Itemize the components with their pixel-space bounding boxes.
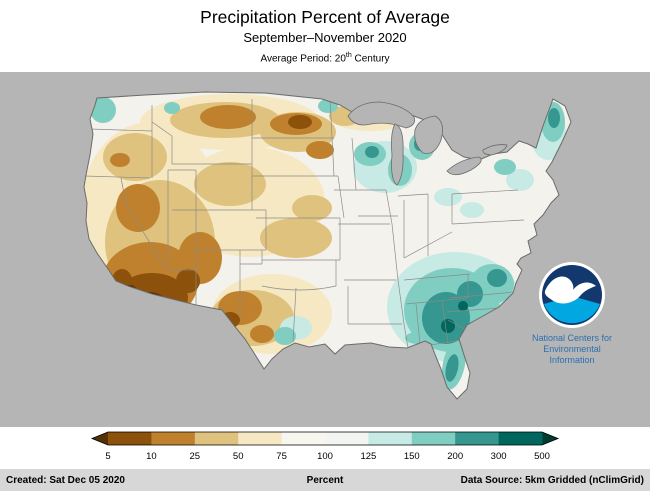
footer-bar: Created: Sat Dec 05 2020 Percent Data So… <box>0 469 650 491</box>
legend-tick-label: 150 <box>404 451 420 462</box>
anomaly-blob <box>365 146 379 158</box>
map-area: National Centers for Environmental Infor… <box>0 72 650 427</box>
legend: 5 10 25 50 75 100 125 150 200 300 500 <box>0 427 650 469</box>
noaa-org-name: National Centers for Environmental Infor… <box>532 333 612 365</box>
lake-superior <box>347 101 416 129</box>
lake-huron <box>414 115 443 154</box>
data-source: Data Source: 5km Gridded (nClimGrid) <box>460 474 644 486</box>
anomaly-blob <box>445 354 459 382</box>
subtitle-date-range: September–November 2020 <box>243 30 407 45</box>
lake-ontario <box>482 144 508 156</box>
us-precipitation-map: National Centers for Environmental Infor… <box>0 72 650 427</box>
legend-segment <box>194 432 239 445</box>
anomaly-blob <box>422 292 470 344</box>
anomaly-blob <box>200 105 256 129</box>
legend-colorbar: 5 10 25 50 75 100 125 150 200 300 500 <box>90 431 560 462</box>
legend-arrow-high <box>542 432 558 445</box>
anomaly-blob <box>458 301 468 311</box>
created-date: Created: Sat Dec 05 2020 <box>6 474 125 486</box>
legend-segment <box>411 432 456 445</box>
anomaly-blob <box>176 269 200 293</box>
anomaly-blob <box>548 108 560 128</box>
noaa-logo <box>539 262 605 328</box>
legend-segment <box>368 432 413 445</box>
legend-segment <box>455 432 500 445</box>
anomaly-blob <box>494 159 516 175</box>
legend-tick-label: 50 <box>233 451 244 462</box>
anomaly-blob <box>250 325 274 343</box>
legend-arrow-low <box>92 432 108 445</box>
anomaly-blob <box>460 202 484 218</box>
legend-segment <box>108 432 152 445</box>
legend-segment <box>281 432 326 445</box>
anomaly-blob <box>487 269 507 287</box>
legend-segment <box>151 432 196 445</box>
legend-tick-label: 300 <box>491 451 507 462</box>
noaa-org-line3: Information <box>549 355 594 365</box>
legend-outline <box>90 431 560 446</box>
legend-segment <box>238 432 283 445</box>
anomaly-blob <box>457 281 483 307</box>
precip-anomaly-blobs <box>84 94 566 390</box>
state-borders <box>84 98 525 349</box>
anomaly-blob <box>116 184 160 232</box>
map-header: Precipitation Percent of Average Septemb… <box>0 0 650 72</box>
legend-segment <box>325 432 369 445</box>
average-period: Average Period: 20th Century <box>0 49 650 65</box>
noaa-org-line2: Environmental <box>543 344 601 354</box>
legend-tick-label: 75 <box>276 451 287 462</box>
legend-tick-label: 25 <box>190 451 201 462</box>
legend-tick-label: 5 <box>105 451 110 462</box>
anomaly-blob <box>260 218 332 258</box>
lake-michigan <box>391 123 404 186</box>
great-lakes <box>347 101 508 186</box>
anomaly-blob <box>306 141 334 159</box>
legend-tick-label: 125 <box>360 451 376 462</box>
legend-tick-label: 500 <box>534 451 550 462</box>
anomaly-blob <box>103 133 167 181</box>
average-period-prefix: Average Period: 20 <box>260 53 346 65</box>
anomaly-blob <box>164 102 180 114</box>
average-period-ordinal: th <box>345 52 352 59</box>
legend-segment <box>498 432 543 445</box>
anomaly-blob <box>274 327 296 345</box>
average-period-suffix: Century <box>351 53 390 65</box>
noaa-seagull-icon <box>544 276 596 304</box>
noaa-org-line1: National Centers for <box>532 333 612 343</box>
legend-tick-label: 10 <box>146 451 157 462</box>
anomaly-blob <box>506 169 534 191</box>
legend-tick-label: 200 <box>447 451 463 462</box>
anomaly-blob <box>90 97 116 123</box>
anomaly-blob <box>110 153 130 167</box>
anomaly-blob <box>194 162 266 206</box>
lake-erie <box>446 156 482 176</box>
legend-axis-label: Percent <box>306 474 344 486</box>
anomaly-blob <box>292 195 332 221</box>
legend-tick-label: 100 <box>317 451 333 462</box>
anomaly-blob <box>434 188 462 206</box>
anomaly-blob <box>441 319 455 333</box>
page-title: Precipitation Percent of Average <box>200 7 450 27</box>
anomaly-blob <box>288 115 312 129</box>
